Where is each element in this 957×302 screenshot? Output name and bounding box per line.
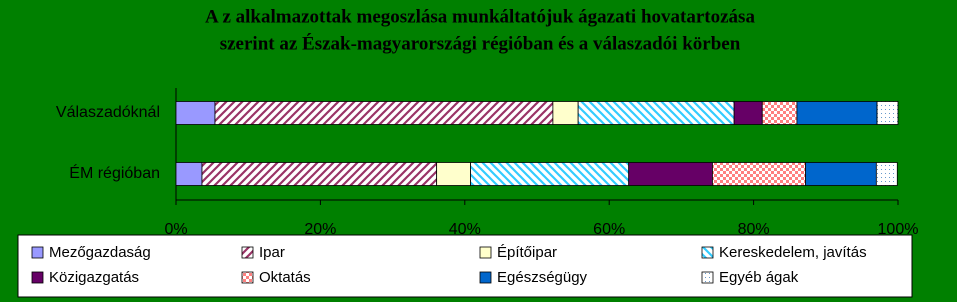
legend-label: Építőipar <box>497 244 557 261</box>
legend-label: Ipar <box>259 244 285 261</box>
x-tick-label: 80% <box>738 221 770 238</box>
legend-label: Egészségügy <box>497 269 588 286</box>
legend-label: Mezőgazdaság <box>49 244 151 261</box>
bar-segment <box>712 162 806 186</box>
chart-title: A z alkalmazottak megoszlása munkáltatój… <box>205 6 755 27</box>
legend-box <box>17 234 913 298</box>
legend-label: Egyéb ágak <box>719 269 799 286</box>
x-tick-label: 60% <box>593 221 625 238</box>
bar-segment <box>796 101 878 125</box>
bar-segment <box>214 101 554 125</box>
bar-segment <box>175 101 216 125</box>
legend-swatch <box>241 271 254 284</box>
bar-segment <box>577 101 735 125</box>
legend-swatch <box>479 246 492 259</box>
bar-segment <box>876 101 899 125</box>
legend-swatch <box>241 246 254 259</box>
x-tick-label: 0% <box>164 221 187 238</box>
bar-segment <box>628 162 713 186</box>
bar-segment <box>805 162 877 186</box>
legend-label: Oktatás <box>259 269 311 286</box>
legend-swatch <box>31 271 44 284</box>
x-tick-label: 100% <box>878 221 919 238</box>
bar-segment <box>470 162 630 186</box>
bar-segment <box>552 101 579 125</box>
x-tick-label: 20% <box>304 221 336 238</box>
bar-segment <box>875 162 898 186</box>
bar-segment <box>761 101 798 125</box>
bar-segment <box>201 162 438 186</box>
bar-segment <box>436 162 471 186</box>
legend-label: Kereskedelem, javítás <box>719 244 867 261</box>
legend-label: Közigazgatás <box>49 269 139 286</box>
x-tick-label: 40% <box>449 221 481 238</box>
chart-title: szerint az Észak-magyarországi régióban … <box>220 32 741 54</box>
legend-swatch <box>479 271 492 284</box>
legend-swatch <box>701 271 714 284</box>
y-tick-label: ÉM régióban <box>69 163 160 182</box>
bar-segment <box>733 101 763 125</box>
bar-segment <box>175 162 203 186</box>
y-tick-label: Válaszadóknál <box>56 104 160 121</box>
legend-swatch <box>31 246 44 259</box>
legend-swatch <box>701 246 714 259</box>
